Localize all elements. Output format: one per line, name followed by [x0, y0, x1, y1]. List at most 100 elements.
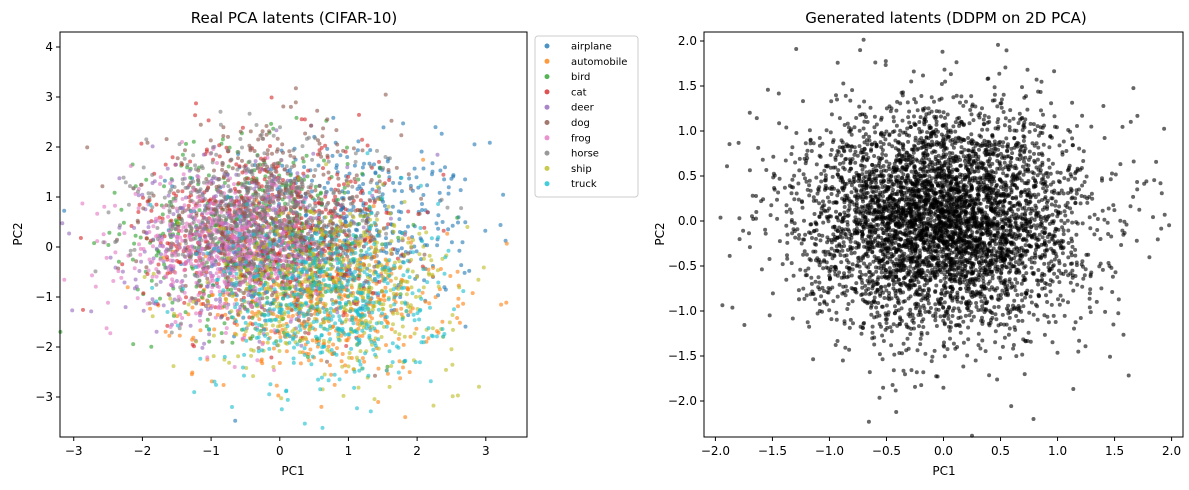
data-point: [188, 190, 193, 195]
data-point: [363, 201, 368, 206]
data-point: [290, 284, 295, 289]
data-point: [101, 240, 106, 245]
data-point: [239, 225, 244, 230]
data-point: [277, 315, 282, 320]
data-point: [221, 269, 226, 274]
data-point: [232, 251, 237, 256]
data-point: [236, 156, 240, 161]
data-point: [182, 300, 187, 305]
data-point: [363, 287, 368, 292]
data-point: [132, 247, 137, 252]
data-point: [275, 328, 279, 333]
data-point: [182, 203, 187, 208]
data-point: [323, 205, 328, 210]
data-point: [217, 143, 222, 148]
data-point: [315, 304, 320, 309]
data-point: [114, 239, 119, 244]
data-point: [220, 167, 225, 172]
data-point: [295, 298, 300, 302]
data-point: [305, 340, 310, 345]
data-point: [368, 320, 373, 325]
data-point: [184, 295, 188, 300]
data-point: [208, 210, 213, 215]
data-point: [300, 144, 305, 149]
data-point: [169, 330, 174, 335]
data-point: [223, 331, 228, 335]
data-point: [332, 309, 337, 314]
data-point: [385, 281, 390, 286]
data-point: [301, 159, 306, 164]
data-point: [308, 252, 313, 257]
data-point: [309, 362, 314, 367]
data-point: [249, 251, 254, 256]
data-point: [285, 397, 290, 402]
data-point: [282, 236, 287, 241]
data-point: [449, 347, 454, 352]
data-point: [170, 277, 175, 282]
data-point: [222, 173, 227, 178]
data-point: [248, 284, 253, 289]
data-point: [236, 173, 241, 177]
data-point: [358, 349, 363, 354]
data-point: [338, 301, 342, 306]
data-point: [433, 295, 438, 300]
data-point: [299, 343, 304, 348]
data-point: [205, 186, 210, 191]
data-point: [237, 231, 242, 236]
data-point: [238, 209, 243, 214]
data-point: [332, 190, 336, 195]
data-point: [206, 241, 211, 245]
data-point: [277, 307, 282, 312]
data-point: [422, 225, 427, 230]
data-point: [349, 283, 354, 288]
data-point: [257, 317, 262, 322]
data-point: [269, 121, 274, 126]
data-point: [268, 195, 273, 200]
data-point: [201, 152, 206, 157]
data-point: [237, 257, 242, 261]
data-point: [272, 242, 277, 247]
data-point: [307, 279, 312, 284]
data-point: [404, 309, 409, 313]
data-point: [341, 251, 345, 256]
data-point: [189, 180, 194, 185]
data-point: [375, 148, 379, 153]
data-point: [292, 331, 297, 336]
data-point: [246, 267, 251, 272]
data-point: [360, 333, 365, 338]
data-point: [389, 251, 394, 256]
data-point: [440, 319, 445, 324]
data-point: [270, 179, 274, 183]
data-point: [279, 158, 284, 162]
data-point: [239, 196, 244, 201]
data-point: [209, 200, 214, 205]
data-point: [292, 327, 297, 331]
data-point: [242, 243, 247, 248]
data-point: [149, 278, 154, 283]
data-point: [255, 231, 260, 236]
data-point: [481, 265, 486, 270]
data-point: [139, 259, 144, 264]
data-point: [204, 324, 209, 329]
data-point: [241, 365, 245, 370]
data-point: [366, 281, 371, 286]
data-point: [236, 247, 241, 252]
data-point: [320, 350, 325, 355]
data-point: [306, 168, 311, 173]
data-point: [325, 289, 330, 294]
data-point: [251, 374, 256, 379]
data-point: [238, 129, 243, 134]
data-point: [278, 125, 282, 130]
data-point: [304, 153, 309, 158]
data-point: [241, 298, 246, 303]
data-point: [267, 346, 272, 351]
data-point: [207, 294, 212, 298]
data-point: [392, 224, 397, 228]
data-point: [219, 210, 224, 214]
data-point: [309, 189, 314, 194]
data-point: [371, 347, 376, 352]
data-point: [380, 288, 384, 293]
data-point: [308, 347, 313, 352]
data-point: [290, 185, 295, 190]
data-point: [267, 258, 272, 263]
